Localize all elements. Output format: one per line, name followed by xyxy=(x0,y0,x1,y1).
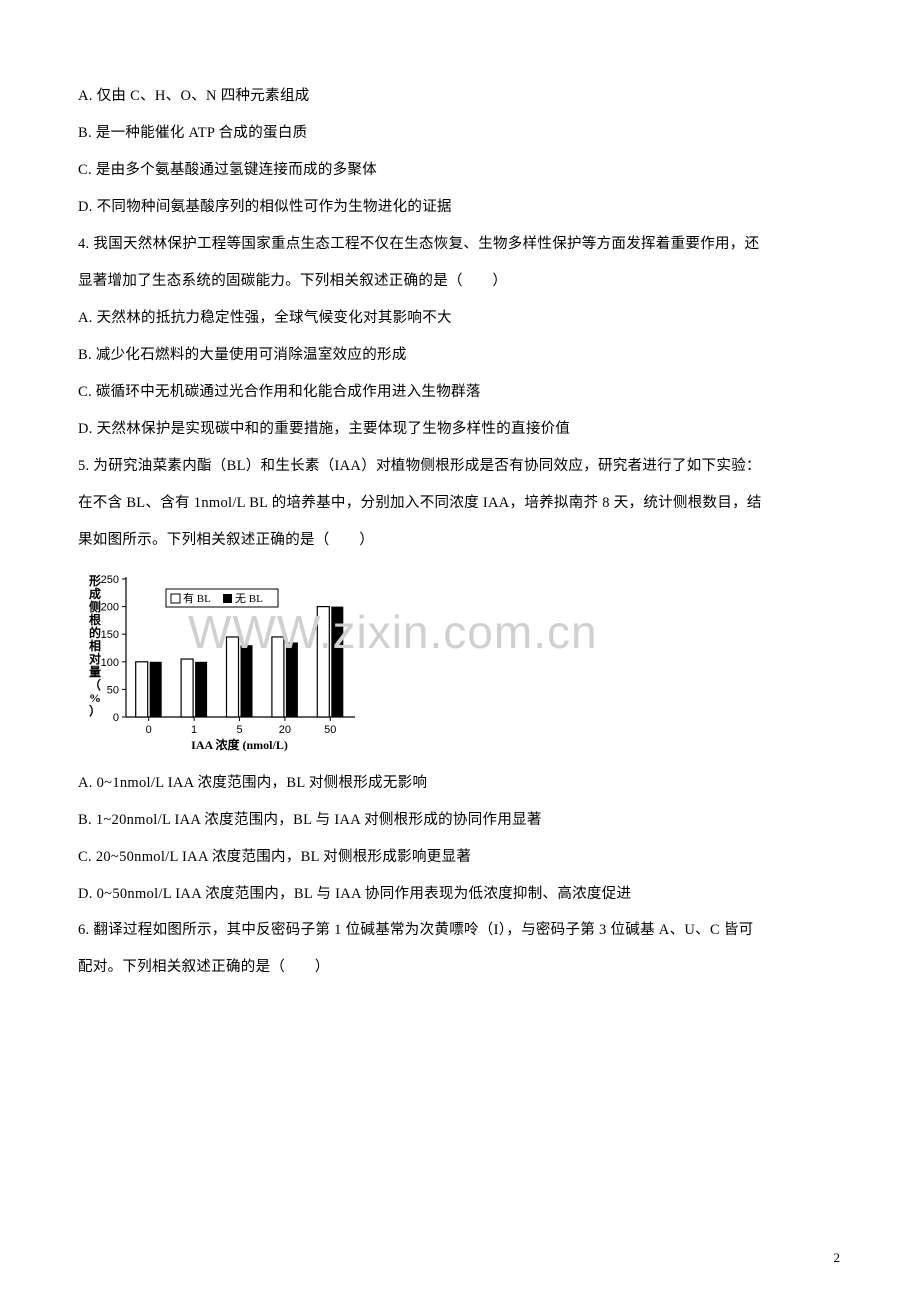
svg-text:无 BL: 无 BL xyxy=(235,593,263,605)
option-d: D. 不同物种间氨基酸序列的相似性可作为生物进化的证据 xyxy=(78,189,842,226)
bar-chart: WWW.zixin.com.cn 0501001502002500152050有… xyxy=(78,567,842,757)
svg-text:形: 形 xyxy=(89,574,101,588)
svg-text:侧: 侧 xyxy=(89,599,101,614)
svg-text:）: ） xyxy=(89,703,101,718)
q5-option-d: D. 0~50nmol/L IAA 浓度范围内，BL 与 IAA 协同作用表现为… xyxy=(78,876,842,913)
q5-option-c: C. 20~50nmol/L IAA 浓度范围内，BL 对侧根形成影响更显著 xyxy=(78,839,842,876)
svg-text:根: 根 xyxy=(89,612,101,627)
question-5-line3: 果如图所示。下列相关叙述正确的是（ ） xyxy=(78,522,842,559)
svg-text:50: 50 xyxy=(107,684,119,696)
svg-text:0: 0 xyxy=(113,712,119,724)
q4-option-b: B. 减少化石燃料的大量使用可消除温室效应的形成 xyxy=(78,337,842,374)
question-6-line1: 6. 翻译过程如图所示，其中反密码子第 1 位碱基常为次黄嘌呤（I），与密码子第… xyxy=(78,912,842,949)
svg-text:IAA 浓度 (nmol/L): IAA 浓度 (nmol/L) xyxy=(191,737,288,752)
svg-text:200: 200 xyxy=(101,601,119,613)
option-b: B. 是一种能催化 ATP 合成的蛋白质 xyxy=(78,115,842,152)
option-c: C. 是由多个氨基酸通过氢键连接而成的多聚体 xyxy=(78,152,842,189)
svg-text:20: 20 xyxy=(279,724,291,736)
svg-text:%: % xyxy=(89,691,101,705)
q5-option-b: B. 1~20nmol/L IAA 浓度范围内，BL 与 IAA 对侧根形成的协… xyxy=(78,802,842,839)
svg-text:量: 量 xyxy=(89,665,101,679)
q4-option-d: D. 天然林保护是实现碳中和的重要措施，主要体现了生物多样性的直接价值 xyxy=(78,411,842,448)
q4-option-a: A. 天然林的抵抗力稳定性强，全球气候变化对其影响不大 xyxy=(78,300,842,337)
question-5-line2: 在不含 BL、含有 1nmol/L BL 的培养基中，分别加入不同浓度 IAA，… xyxy=(78,485,842,522)
svg-text:250: 250 xyxy=(101,574,119,586)
question-6-line2: 配对。下列相关叙述正确的是（ ） xyxy=(78,949,842,986)
svg-text:100: 100 xyxy=(101,656,119,668)
svg-text:有 BL: 有 BL xyxy=(183,591,211,605)
option-a: A. 仅由 C、H、O、N 四种元素组成 xyxy=(78,78,842,115)
q5-option-a: A. 0~1nmol/L IAA 浓度范围内，BL 对侧根形成无影响 xyxy=(78,765,842,802)
svg-text:50: 50 xyxy=(324,724,336,736)
question-5-line1: 5. 为研究油菜素内酯（BL）和生长素（IAA）对植物侧根形成是否有协同效应，研… xyxy=(78,448,842,485)
question-4-line2: 显著增加了生态系统的固碳能力。下列相关叙述正确的是（ ） xyxy=(78,263,842,300)
svg-text:成: 成 xyxy=(89,586,101,601)
q4-option-c: C. 碳循环中无机碳通过光合作用和化能合成作用进入生物群落 xyxy=(78,374,842,411)
svg-text:的: 的 xyxy=(89,625,101,640)
svg-text:（: （ xyxy=(89,677,101,692)
svg-text:1: 1 xyxy=(191,724,197,736)
page-number: 2 xyxy=(834,1250,841,1266)
svg-text:对: 对 xyxy=(89,651,101,666)
document-page: A. 仅由 C、H、O、N 四种元素组成 B. 是一种能催化 ATP 合成的蛋白… xyxy=(0,0,920,1302)
svg-text:150: 150 xyxy=(101,629,119,641)
svg-text:0: 0 xyxy=(146,724,152,736)
svg-text:5: 5 xyxy=(236,724,242,736)
question-4-line1: 4. 我国天然林保护工程等国家重点生态工程不仅在生态恢复、生物多样性保护等方面发… xyxy=(78,226,842,263)
chart-svg: 0 50 100 150 200 250 0 1 5 20 50 有 BL 无 BL 形成侧根的相对量（%… xyxy=(78,567,368,757)
svg-text:相: 相 xyxy=(89,638,101,653)
